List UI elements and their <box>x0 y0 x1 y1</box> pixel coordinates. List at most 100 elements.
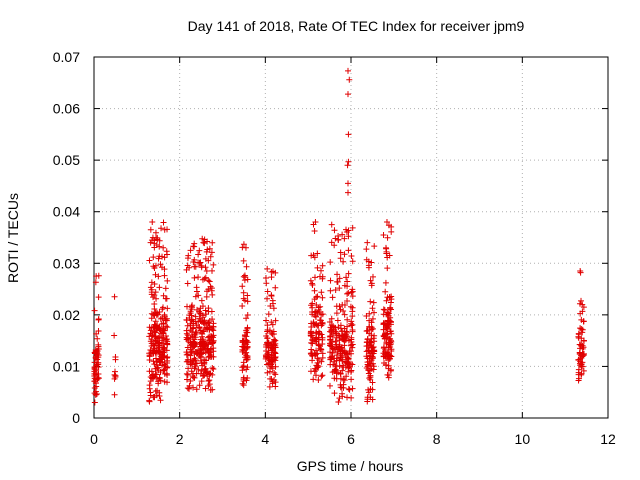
data-point-marker <box>151 301 158 308</box>
data-point-marker <box>160 353 167 360</box>
data-point-marker <box>243 377 250 384</box>
data-point-marker <box>387 328 394 335</box>
data-point-marker <box>153 311 160 318</box>
data-point-marker <box>111 293 118 300</box>
data-point-marker <box>578 325 585 332</box>
data-point-marker <box>164 305 171 312</box>
data-point-marker <box>347 348 354 355</box>
data-point-marker <box>198 378 205 385</box>
data-point-marker <box>164 251 171 258</box>
data-point-marker <box>365 264 372 271</box>
data-point-marker <box>151 280 158 287</box>
data-point-marker <box>209 364 216 371</box>
data-point-marker <box>162 295 169 302</box>
data-point-marker <box>152 355 159 362</box>
data-point-marker <box>243 263 250 270</box>
data-point-marker <box>580 337 587 344</box>
data-point-marker <box>193 322 200 329</box>
data-point-marker <box>185 335 192 342</box>
data-point-marker <box>146 397 153 404</box>
y-tick-label: 0.03 <box>53 255 80 271</box>
data-point-marker <box>365 389 372 396</box>
data-point-marker <box>111 368 118 375</box>
data-point-marker <box>576 351 583 358</box>
data-point-marker <box>268 274 275 281</box>
data-point-marker <box>580 352 587 359</box>
data-point-marker <box>333 363 340 370</box>
data-point-marker <box>333 370 340 377</box>
data-point-marker <box>333 310 340 317</box>
y-tick-label: 0.01 <box>53 358 80 374</box>
data-point-marker <box>94 335 101 342</box>
data-point-marker <box>92 391 99 398</box>
y-tick-label: 0.02 <box>53 307 80 323</box>
data-point-marker <box>341 348 348 355</box>
data-point-marker <box>187 310 194 317</box>
data-point-marker <box>240 362 247 369</box>
data-point-marker <box>208 308 215 315</box>
data-point-marker <box>263 317 270 324</box>
data-point-marker <box>348 320 355 327</box>
data-point-marker <box>160 346 167 353</box>
data-point-marker <box>307 368 314 375</box>
data-point-marker <box>311 228 318 235</box>
data-point-marker <box>316 345 323 352</box>
data-point-marker <box>210 345 217 352</box>
data-point-marker <box>111 332 118 339</box>
data-point-marker <box>577 325 584 332</box>
data-point-marker <box>339 231 346 238</box>
data-point-marker <box>308 346 315 353</box>
data-point-marker <box>339 328 346 335</box>
x-tick-label: 4 <box>261 431 269 447</box>
data-point-marker <box>195 366 202 373</box>
data-point-marker <box>191 374 198 381</box>
data-point-marker <box>370 343 377 350</box>
data-point-marker <box>314 293 321 300</box>
data-point-marker <box>333 375 340 382</box>
data-point-marker <box>386 335 393 342</box>
data-point-marker <box>205 257 212 264</box>
data-point-marker <box>199 235 206 242</box>
data-point-marker <box>309 300 316 307</box>
data-point-marker <box>319 311 326 318</box>
data-point-marker <box>203 293 210 300</box>
data-point-marker <box>163 323 170 330</box>
data-point-marker <box>313 302 320 309</box>
data-point-marker <box>364 336 371 343</box>
data-point-marker <box>313 329 320 336</box>
data-point-marker <box>387 321 394 328</box>
data-point-marker <box>162 333 169 340</box>
data-point-marker <box>370 335 377 342</box>
data-point-marker <box>307 333 314 340</box>
data-point-marker <box>95 341 102 348</box>
data-point-marker <box>580 344 587 351</box>
data-point-marker <box>334 271 341 278</box>
data-point-marker <box>193 386 200 393</box>
data-point-marker <box>239 367 246 374</box>
data-point-marker <box>345 180 352 187</box>
data-point-marker <box>183 316 190 323</box>
data-point-marker <box>319 262 326 269</box>
data-point-marker <box>207 338 214 345</box>
data-point-marker <box>184 262 191 269</box>
data-point-marker <box>340 258 347 265</box>
data-point-marker <box>337 381 344 388</box>
data-point-marker <box>191 332 198 339</box>
data-point-marker <box>345 233 352 240</box>
data-point-marker <box>187 247 194 254</box>
data-point-marker <box>239 244 246 251</box>
data-point-marker <box>187 327 194 334</box>
data-point-marker <box>364 398 371 405</box>
data-point-marker <box>240 382 247 389</box>
data-point-marker <box>240 241 247 248</box>
data-point-marker <box>185 365 192 372</box>
data-point-marker <box>345 158 352 165</box>
data-point-marker <box>183 370 190 377</box>
data-point-marker <box>198 264 205 271</box>
data-point-marker <box>91 399 98 406</box>
data-point-marker <box>95 328 102 335</box>
data-point-marker <box>328 315 335 322</box>
data-point-marker <box>240 376 247 383</box>
data-point-marker <box>209 291 216 298</box>
data-point-marker <box>188 306 195 313</box>
